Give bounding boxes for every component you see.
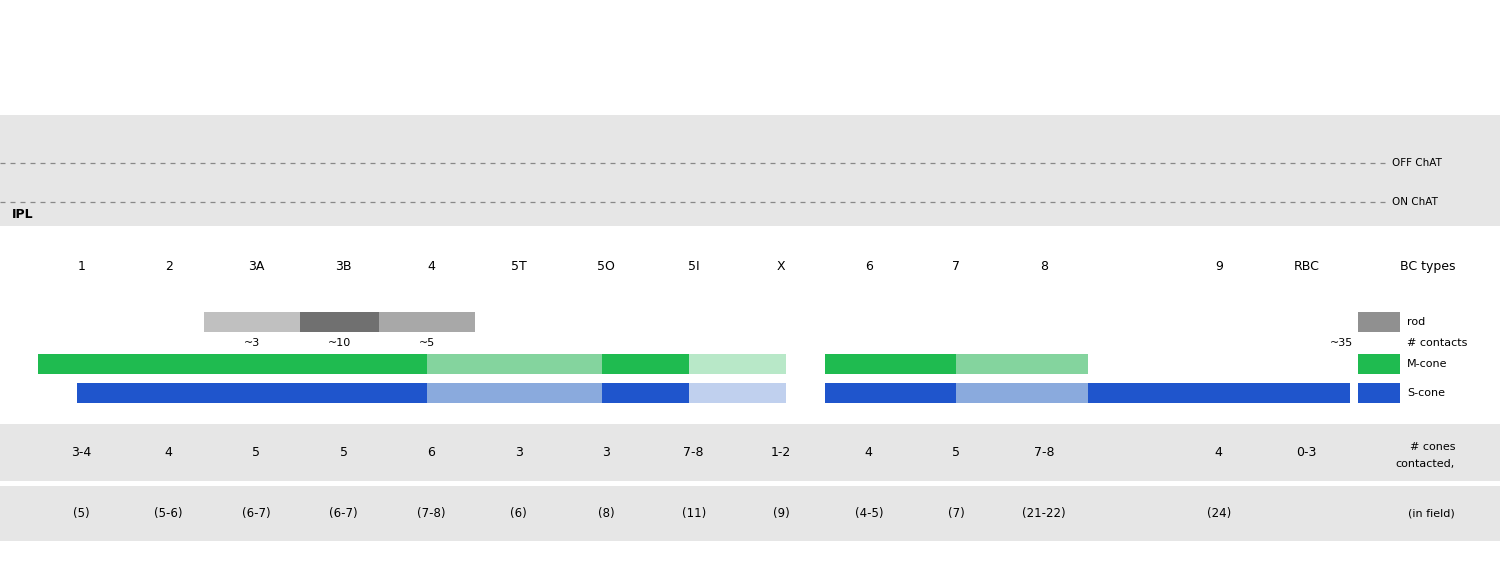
Bar: [204, 312, 300, 332]
Text: 5: 5: [252, 446, 261, 459]
Text: 1: 1: [78, 260, 86, 274]
Text: (4-5): (4-5): [855, 507, 883, 520]
Text: 5: 5: [952, 446, 960, 459]
Bar: [1358, 354, 1400, 374]
Text: 3: 3: [514, 446, 522, 459]
Text: 4: 4: [865, 446, 873, 459]
Text: # contacts: # contacts: [1407, 338, 1467, 348]
Text: (6-7): (6-7): [242, 507, 270, 520]
Text: (7): (7): [948, 507, 964, 520]
Text: ~5: ~5: [419, 338, 435, 348]
Text: 7: 7: [952, 260, 960, 274]
Text: 4: 4: [165, 446, 172, 459]
Text: # cones: # cones: [1410, 442, 1455, 452]
Text: ~3: ~3: [243, 338, 260, 348]
Text: S-cone: S-cone: [1407, 388, 1444, 398]
Bar: [690, 354, 786, 374]
Text: 4: 4: [427, 260, 435, 274]
Text: 3-4: 3-4: [70, 446, 92, 459]
Text: 0-3: 0-3: [1296, 446, 1317, 459]
Bar: [0, 0, 1500, 115]
Bar: [0, 226, 1500, 562]
Text: (in field): (in field): [1408, 509, 1455, 518]
Text: 5I: 5I: [688, 260, 699, 274]
Text: 6: 6: [427, 446, 435, 459]
Text: 6: 6: [865, 260, 873, 274]
Text: OFF ChAT: OFF ChAT: [1392, 158, 1441, 168]
Bar: [957, 354, 1088, 374]
Text: 4: 4: [1215, 446, 1222, 459]
Text: (9): (9): [772, 507, 789, 520]
Bar: [427, 383, 602, 403]
Text: (5-6): (5-6): [154, 507, 183, 520]
Bar: [76, 383, 428, 403]
Text: 2: 2: [165, 260, 172, 274]
Text: 3A: 3A: [248, 260, 264, 274]
Text: 3B: 3B: [336, 260, 352, 274]
Text: X: X: [777, 260, 786, 274]
Text: 5T: 5T: [512, 260, 526, 274]
Text: ~35: ~35: [1329, 338, 1353, 348]
Text: IPL: IPL: [12, 207, 33, 221]
Bar: [1088, 383, 1350, 403]
Text: (11): (11): [681, 507, 706, 520]
Text: 9: 9: [1215, 260, 1222, 274]
Text: (7-8): (7-8): [417, 507, 446, 520]
Bar: [1358, 312, 1400, 332]
Text: ~10: ~10: [327, 338, 351, 348]
Bar: [378, 312, 476, 332]
Text: BC types: BC types: [1400, 260, 1455, 274]
Text: 5: 5: [339, 446, 348, 459]
Bar: [0, 424, 1500, 481]
Text: M-cone: M-cone: [1407, 359, 1448, 369]
Bar: [427, 354, 602, 374]
Text: (6-7): (6-7): [330, 507, 358, 520]
Text: (6): (6): [510, 507, 526, 520]
Bar: [602, 383, 690, 403]
Bar: [957, 383, 1088, 403]
Bar: [825, 354, 957, 374]
Bar: [38, 354, 427, 374]
Text: (21-22): (21-22): [1022, 507, 1065, 520]
Text: 5O: 5O: [597, 260, 615, 274]
Text: ON ChAT: ON ChAT: [1392, 197, 1438, 207]
Text: (5): (5): [74, 507, 90, 520]
Text: rod: rod: [1407, 317, 1425, 327]
Text: 7-8: 7-8: [684, 446, 703, 459]
Bar: [0, 486, 1500, 541]
Bar: [690, 383, 786, 403]
Text: 3: 3: [603, 446, 610, 459]
Text: contacted,: contacted,: [1395, 459, 1455, 469]
Text: 7-8: 7-8: [1034, 446, 1054, 459]
Bar: [1358, 383, 1400, 403]
Bar: [825, 383, 957, 403]
Bar: [0, 115, 1500, 226]
Text: 8: 8: [1040, 260, 1048, 274]
Text: (8): (8): [598, 507, 615, 520]
Text: (24): (24): [1206, 507, 1231, 520]
Bar: [602, 354, 690, 374]
Bar: [300, 312, 378, 332]
Text: 1-2: 1-2: [771, 446, 792, 459]
Text: RBC: RBC: [1293, 260, 1318, 274]
